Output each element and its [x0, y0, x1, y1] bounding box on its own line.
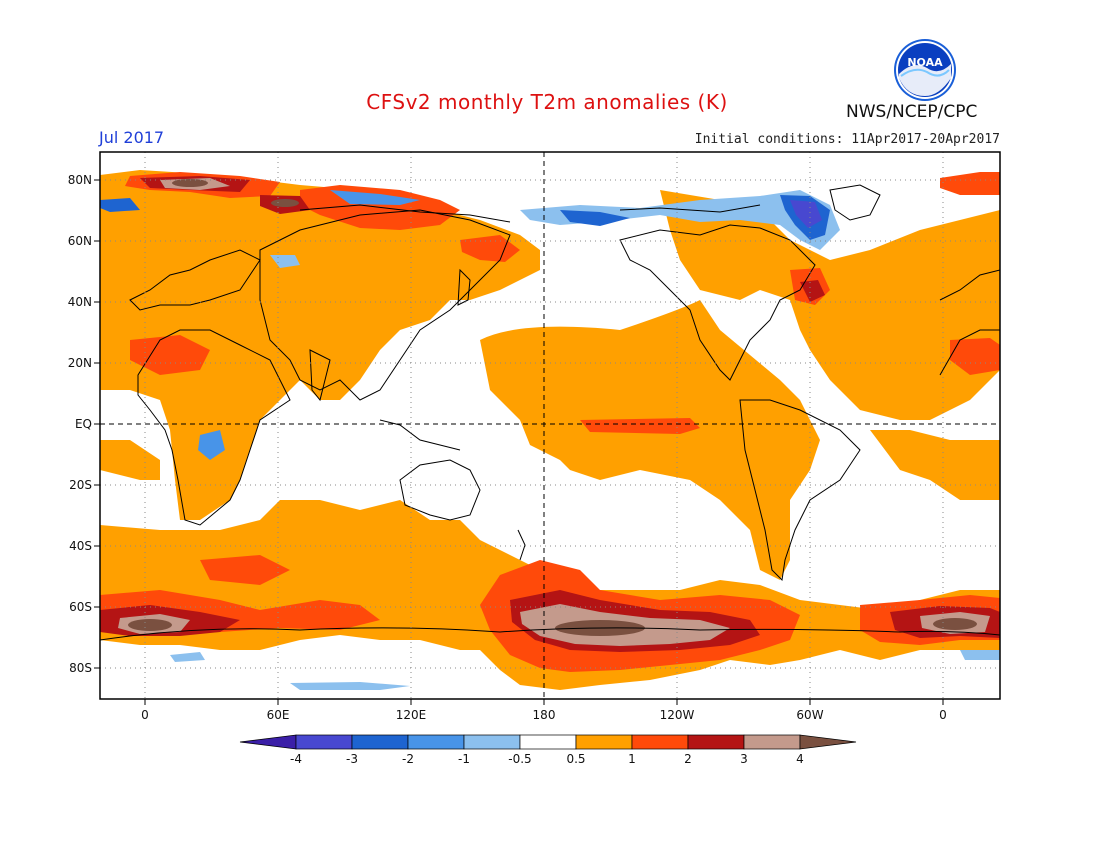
lat-label: EQ — [75, 417, 92, 431]
colorbar-swatch — [463, 734, 521, 750]
lon-label: 0 — [141, 708, 149, 722]
forecast-month-label: Jul 2017 — [99, 128, 165, 147]
colorbar-label: -1 — [458, 752, 470, 766]
colorbar-label: -3 — [346, 752, 358, 766]
colorbar-label: 3 — [740, 752, 748, 766]
colorbar-swatch — [519, 734, 577, 750]
colorbar-swatch — [575, 734, 633, 750]
colorbar-label: 4 — [796, 752, 804, 766]
lat-label: 40S — [69, 539, 92, 553]
lat-label: 20N — [68, 356, 92, 370]
graticule — [100, 152, 1000, 699]
lon-label: 60W — [796, 708, 823, 722]
lon-label: 180 — [533, 708, 556, 722]
lat-label: 60N — [68, 234, 92, 248]
colorbar-swatch — [351, 734, 409, 750]
map-plot-area — [100, 152, 1000, 699]
colorbar-label: 2 — [684, 752, 692, 766]
colorbar-label: 1 — [628, 752, 636, 766]
longitude-labels: 0 60E 120E 180 120W 60W 0 — [141, 708, 947, 722]
colorbar-swatch — [295, 734, 353, 750]
lat-label: 80N — [68, 173, 92, 187]
lon-label: 120W — [660, 708, 695, 722]
colorbar-swatch — [743, 734, 801, 750]
colorbar-min-triangle — [239, 734, 297, 750]
colorbar-label: 0.5 — [566, 752, 585, 766]
colorbar-label: -4 — [290, 752, 302, 766]
agency-label: NWS/NCEP/CPC — [846, 102, 978, 122]
map-frame — [99, 151, 1001, 700]
noaa-logo-text: NOAA — [907, 56, 943, 69]
colorbar-swatch — [687, 734, 745, 750]
colorbar-max-triangle — [799, 734, 857, 750]
lat-label: 20S — [69, 478, 92, 492]
lat-label: 40N — [68, 295, 92, 309]
lat-label: 80S — [69, 661, 92, 675]
equator-dateline — [100, 152, 1000, 699]
colorbar-swatches — [239, 734, 857, 750]
noaa-logo-icon: NOAA — [894, 39, 956, 101]
axis-ticks — [94, 179, 944, 705]
colorbar-swatch — [407, 734, 465, 750]
colorbar-label: -0.5 — [508, 752, 531, 766]
initial-conditions-label: Initial conditions: 11Apr2017-20Apr2017 — [694, 132, 1000, 147]
lon-label: 60E — [267, 708, 290, 722]
latitude-labels: 80N 60N 40N 20N EQ 20S 40S 60S 80S — [68, 173, 92, 675]
colorbar-swatch — [631, 734, 689, 750]
colorbar-label: -2 — [402, 752, 414, 766]
lon-label: 120E — [396, 708, 427, 722]
coastlines — [100, 184, 1000, 641]
lon-label: 0 — [939, 708, 947, 722]
chart-title: CFSv2 monthly T2m anomalies (K) — [366, 90, 728, 114]
colorbar-labels: -4 -3 -2 -1 -0.5 0.5 1 2 3 4 — [290, 752, 804, 766]
lat-label: 60S — [69, 600, 92, 614]
